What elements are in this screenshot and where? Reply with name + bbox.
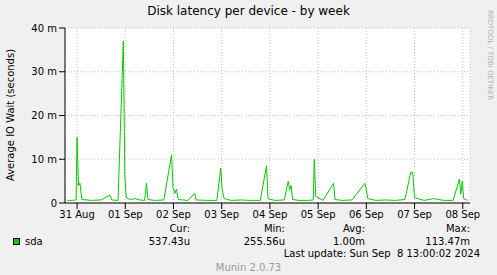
svg-text:0: 0 [51, 198, 57, 209]
html-text:Last update: Sun Sep 8 13:00:0: Last update: Sun Sep 8 13:00:02 2024 [283, 248, 480, 259]
svg-text:30 m: 30 m [31, 66, 57, 77]
svg-text:02 Sep: 02 Sep [156, 209, 191, 220]
svg-text:04 Sep: 04 Sep [253, 209, 288, 220]
svg-text:03 Sep: 03 Sep [204, 209, 239, 220]
html-text:Avg:: Avg: [343, 223, 365, 234]
html-text:1.00m: 1.00m [333, 236, 365, 247]
svg-text:08 Sep: 08 Sep [445, 209, 480, 220]
svg-text:20 m: 20 m [31, 110, 57, 121]
svg-text:10 m: 10 m [31, 154, 57, 165]
svg-text:31 Aug: 31 Aug [59, 209, 94, 220]
html-text:Cur:: Cur: [169, 223, 190, 234]
svg-text:07 Sep: 07 Sep [397, 209, 432, 220]
html-text:113.47m: 113.47m [425, 236, 470, 247]
html-text:Average IO Wait (seconds): Average IO Wait (seconds) [5, 48, 16, 182]
html-text:Munin 2.0.73: Munin 2.0.73 [215, 262, 282, 273]
html-text:RRDTOOL / TOBI OETIKER: RRDTOOL / TOBI OETIKER [486, 9, 494, 101]
svg-text:06 Sep: 06 Sep [349, 209, 384, 220]
html-text:Min:: Min: [263, 223, 285, 234]
html-text:Disk latency per device - by w: Disk latency per device - by week [147, 4, 350, 18]
svg-text:40 m: 40 m [31, 23, 57, 34]
svg-text:01 Sep: 01 Sep [108, 209, 143, 220]
html-text:537.43u: 537.43u [148, 236, 190, 247]
html-text:sda: sda [25, 236, 43, 247]
html-text:Max:: Max: [446, 223, 470, 234]
html-text:255.56u: 255.56u [243, 236, 285, 247]
svg-text:05 Sep: 05 Sep [301, 209, 336, 220]
